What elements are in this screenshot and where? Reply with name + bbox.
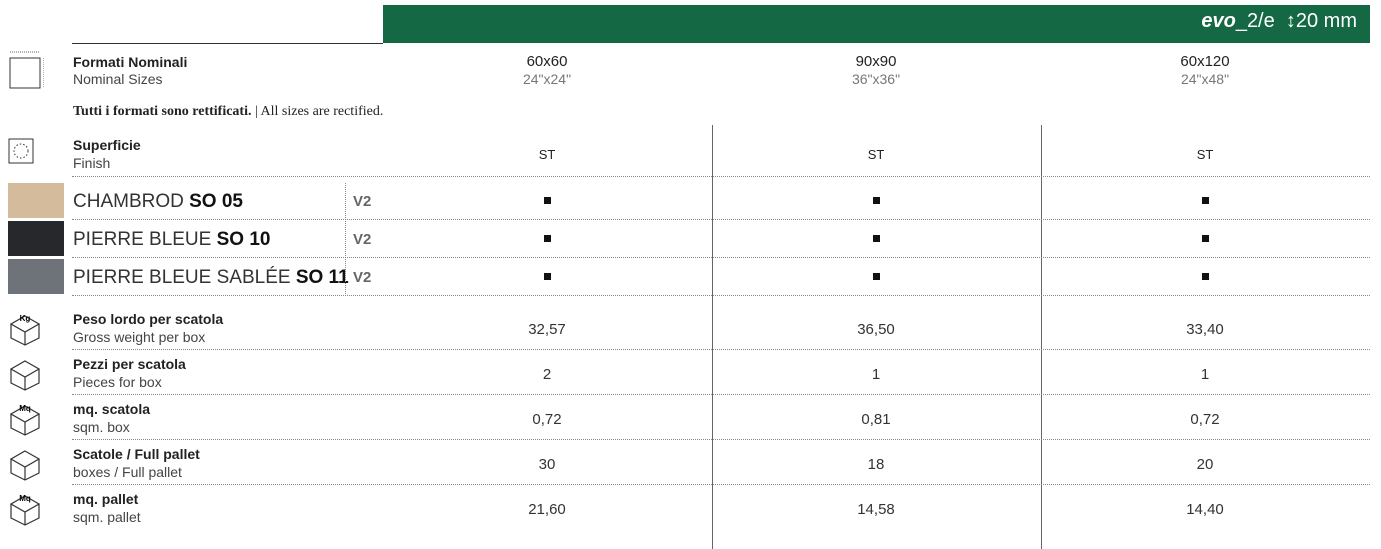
finish-value: ST	[447, 147, 647, 162]
finish-sublabel: Finish	[73, 155, 110, 171]
spec-value: 1	[776, 366, 976, 383]
size-metric: 90x90	[776, 53, 976, 70]
spec-value: 32,57	[447, 321, 647, 338]
brand: evo	[1201, 10, 1235, 32]
spec-value: 14,58	[776, 501, 976, 518]
finish-label: Superficie	[73, 137, 141, 153]
product-name-text: CHAMBROD	[73, 191, 184, 212]
spec-label: mq. pallet	[73, 491, 138, 507]
swatch	[8, 259, 64, 294]
row-separator	[72, 484, 1370, 485]
box-icon: Mq	[8, 400, 42, 436]
spec-value: 30	[447, 456, 647, 473]
spec-value: 20	[1105, 456, 1305, 473]
icon-label: Mq	[19, 494, 31, 503]
availability-mark	[873, 273, 880, 280]
spec-sublabel: Gross weight per box	[73, 329, 205, 345]
version-divider	[345, 183, 346, 218]
swatch	[8, 221, 64, 256]
spec-value: 0,81	[776, 411, 976, 428]
column-divider	[712, 125, 713, 549]
version-divider	[345, 221, 346, 256]
spec-value: 33,40	[1105, 321, 1305, 338]
size-metric: 60x60	[447, 53, 647, 70]
row-separator	[72, 257, 1370, 258]
row-separator	[72, 295, 1370, 296]
version-divider	[345, 259, 346, 294]
spec-label: mq. scatola	[73, 401, 150, 417]
product-code: SO 05	[189, 191, 243, 212]
column-divider	[1041, 125, 1042, 549]
note-text: | All sizes are rectified.	[255, 104, 383, 119]
finish-icon	[8, 138, 34, 164]
row-separator	[72, 394, 1370, 395]
row-separator	[72, 176, 1370, 177]
finish-value: ST	[776, 147, 976, 162]
product-name-text: PIERRE BLEUE	[73, 229, 211, 250]
box-icon	[8, 445, 42, 481]
spec-sublabel: Pieces for box	[73, 374, 162, 390]
spec-label: Scatole / Full pallet	[73, 446, 200, 462]
spec-value: 0,72	[447, 411, 647, 428]
product-name: PIERRE BLEUE SO 10	[73, 229, 270, 251]
row-separator	[72, 439, 1370, 440]
header-rule	[72, 43, 383, 44]
icon-label: Mq	[19, 404, 31, 413]
availability-mark	[873, 235, 880, 242]
spec-sublabel: sqm. box	[73, 419, 130, 435]
header-brand: evo_2/e ↕20 mm	[1201, 10, 1357, 33]
row-separator	[72, 219, 1370, 220]
size-imperial: 24"x48"	[1105, 71, 1305, 87]
size-metric: 60x120	[1105, 53, 1305, 70]
icon-label: Kg	[20, 314, 31, 323]
product-name: PIERRE BLEUE SABLÉE SO 11	[73, 267, 349, 289]
availability-mark	[544, 197, 551, 204]
spec-value: 1	[1105, 366, 1305, 383]
row-separator	[72, 349, 1370, 350]
size-imperial: 36"x36"	[776, 71, 976, 87]
thickness: 20 mm	[1296, 10, 1357, 32]
spec-value: 36,50	[776, 321, 976, 338]
box-icon: Mq	[8, 490, 42, 526]
availability-mark	[1202, 235, 1209, 242]
product-code: SO 10	[217, 229, 271, 250]
availability-mark	[873, 197, 880, 204]
product-name: CHAMBROD SO 05	[73, 191, 243, 213]
sizes-label: Formati Nominali	[73, 54, 187, 70]
availability-mark	[1202, 273, 1209, 280]
swatch	[8, 183, 64, 218]
box-icon: Kg	[8, 310, 42, 346]
size-icon	[8, 48, 44, 92]
spec-value: 18	[776, 456, 976, 473]
spec-value: 14,40	[1105, 501, 1305, 518]
version: V2	[353, 193, 371, 210]
finish-value: ST	[1105, 147, 1305, 162]
spec-label: Pezzi per scatola	[73, 356, 186, 372]
spec-sublabel: boxes / Full pallet	[73, 464, 182, 480]
version: V2	[353, 231, 371, 248]
brand-suffix: 2/e	[1247, 10, 1275, 32]
sizes-sublabel: Nominal Sizes	[73, 71, 162, 87]
note: Tutti i formati sono rettificati. | All …	[73, 104, 383, 120]
version: V2	[353, 269, 371, 286]
product-code: SO 11	[296, 267, 349, 288]
product-name-text: PIERRE BLEUE SABLÉE	[73, 267, 291, 288]
size-imperial: 24"x24"	[447, 71, 647, 87]
spec-label: Peso lordo per scatola	[73, 311, 223, 327]
spec-value: 21,60	[447, 501, 647, 518]
availability-mark	[544, 273, 551, 280]
spec-sublabel: sqm. pallet	[73, 509, 141, 525]
availability-mark	[1202, 197, 1209, 204]
spec-value: 0,72	[1105, 411, 1305, 428]
box-icon	[8, 355, 42, 391]
availability-mark	[544, 235, 551, 242]
note-bold: Tutti i formati sono rettificati.	[73, 104, 251, 119]
spec-sheet: evo_2/e ↕20 mm Formati NominaliNominal S…	[0, 0, 1381, 549]
spec-value: 2	[447, 366, 647, 383]
